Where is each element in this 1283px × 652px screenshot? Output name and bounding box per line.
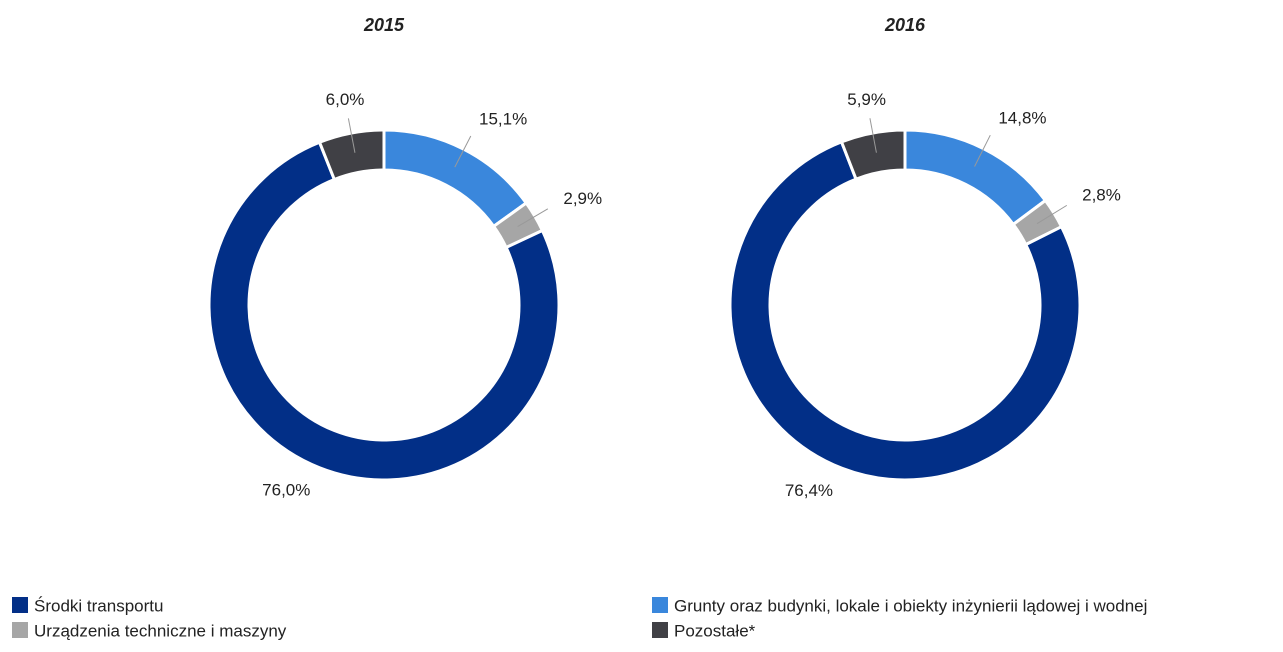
data-label: 15,1% <box>479 109 527 128</box>
data-label: 76,4% <box>785 481 833 500</box>
legend-swatch <box>652 597 668 613</box>
legend-label: Urządzenia techniczne i maszyny <box>34 621 287 640</box>
leader-line <box>454 135 472 168</box>
chart-title: 2016 <box>884 15 926 35</box>
legend-label: Grunty oraz budynki, lokale i obiekty in… <box>674 596 1147 615</box>
leader-line <box>517 208 549 227</box>
donut-segment <box>207 140 561 482</box>
data-label: 2,9% <box>563 189 602 208</box>
data-label: 6,0% <box>326 90 365 109</box>
leader-line <box>869 118 877 153</box>
leader-line <box>1036 204 1068 225</box>
leader-line <box>974 134 991 167</box>
donut-segment <box>839 128 907 182</box>
donut-segment <box>382 128 529 229</box>
legend-swatch <box>12 597 28 613</box>
donut-segment <box>728 139 1082 482</box>
data-label: 76,0% <box>262 480 310 499</box>
chart-title: 2015 <box>363 15 405 35</box>
leader-line <box>347 118 356 153</box>
legend-label: Środki transportu <box>34 596 163 615</box>
legend-label: Pozostałe* <box>674 621 756 640</box>
data-label: 2,8% <box>1082 185 1121 204</box>
donut-segment <box>317 128 386 182</box>
data-label: 14,8% <box>998 109 1046 128</box>
donut-segment <box>903 128 1048 227</box>
data-label: 5,9% <box>847 90 886 109</box>
legend-swatch <box>652 622 668 638</box>
legend-swatch <box>12 622 28 638</box>
